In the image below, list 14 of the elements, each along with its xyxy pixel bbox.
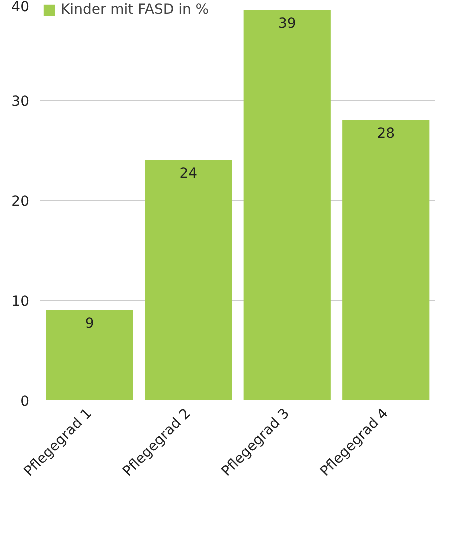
- bar: [46, 310, 134, 400]
- data-label: 9: [85, 316, 94, 332]
- data-label: 24: [180, 166, 198, 182]
- bar: [342, 120, 430, 400]
- y-tick-label: 30: [12, 94, 30, 110]
- y-tick-label: 0: [20, 394, 30, 410]
- y-tick-label: 10: [12, 294, 30, 310]
- y-tick-label: 40: [12, 0, 30, 16]
- bar: [244, 10, 331, 400]
- data-label: 39: [278, 16, 296, 32]
- y-tick-label: 20: [12, 194, 30, 210]
- legend-label: Kinder mit FASD in %: [61, 2, 210, 18]
- data-label: 28: [377, 126, 396, 142]
- bar: [145, 160, 232, 400]
